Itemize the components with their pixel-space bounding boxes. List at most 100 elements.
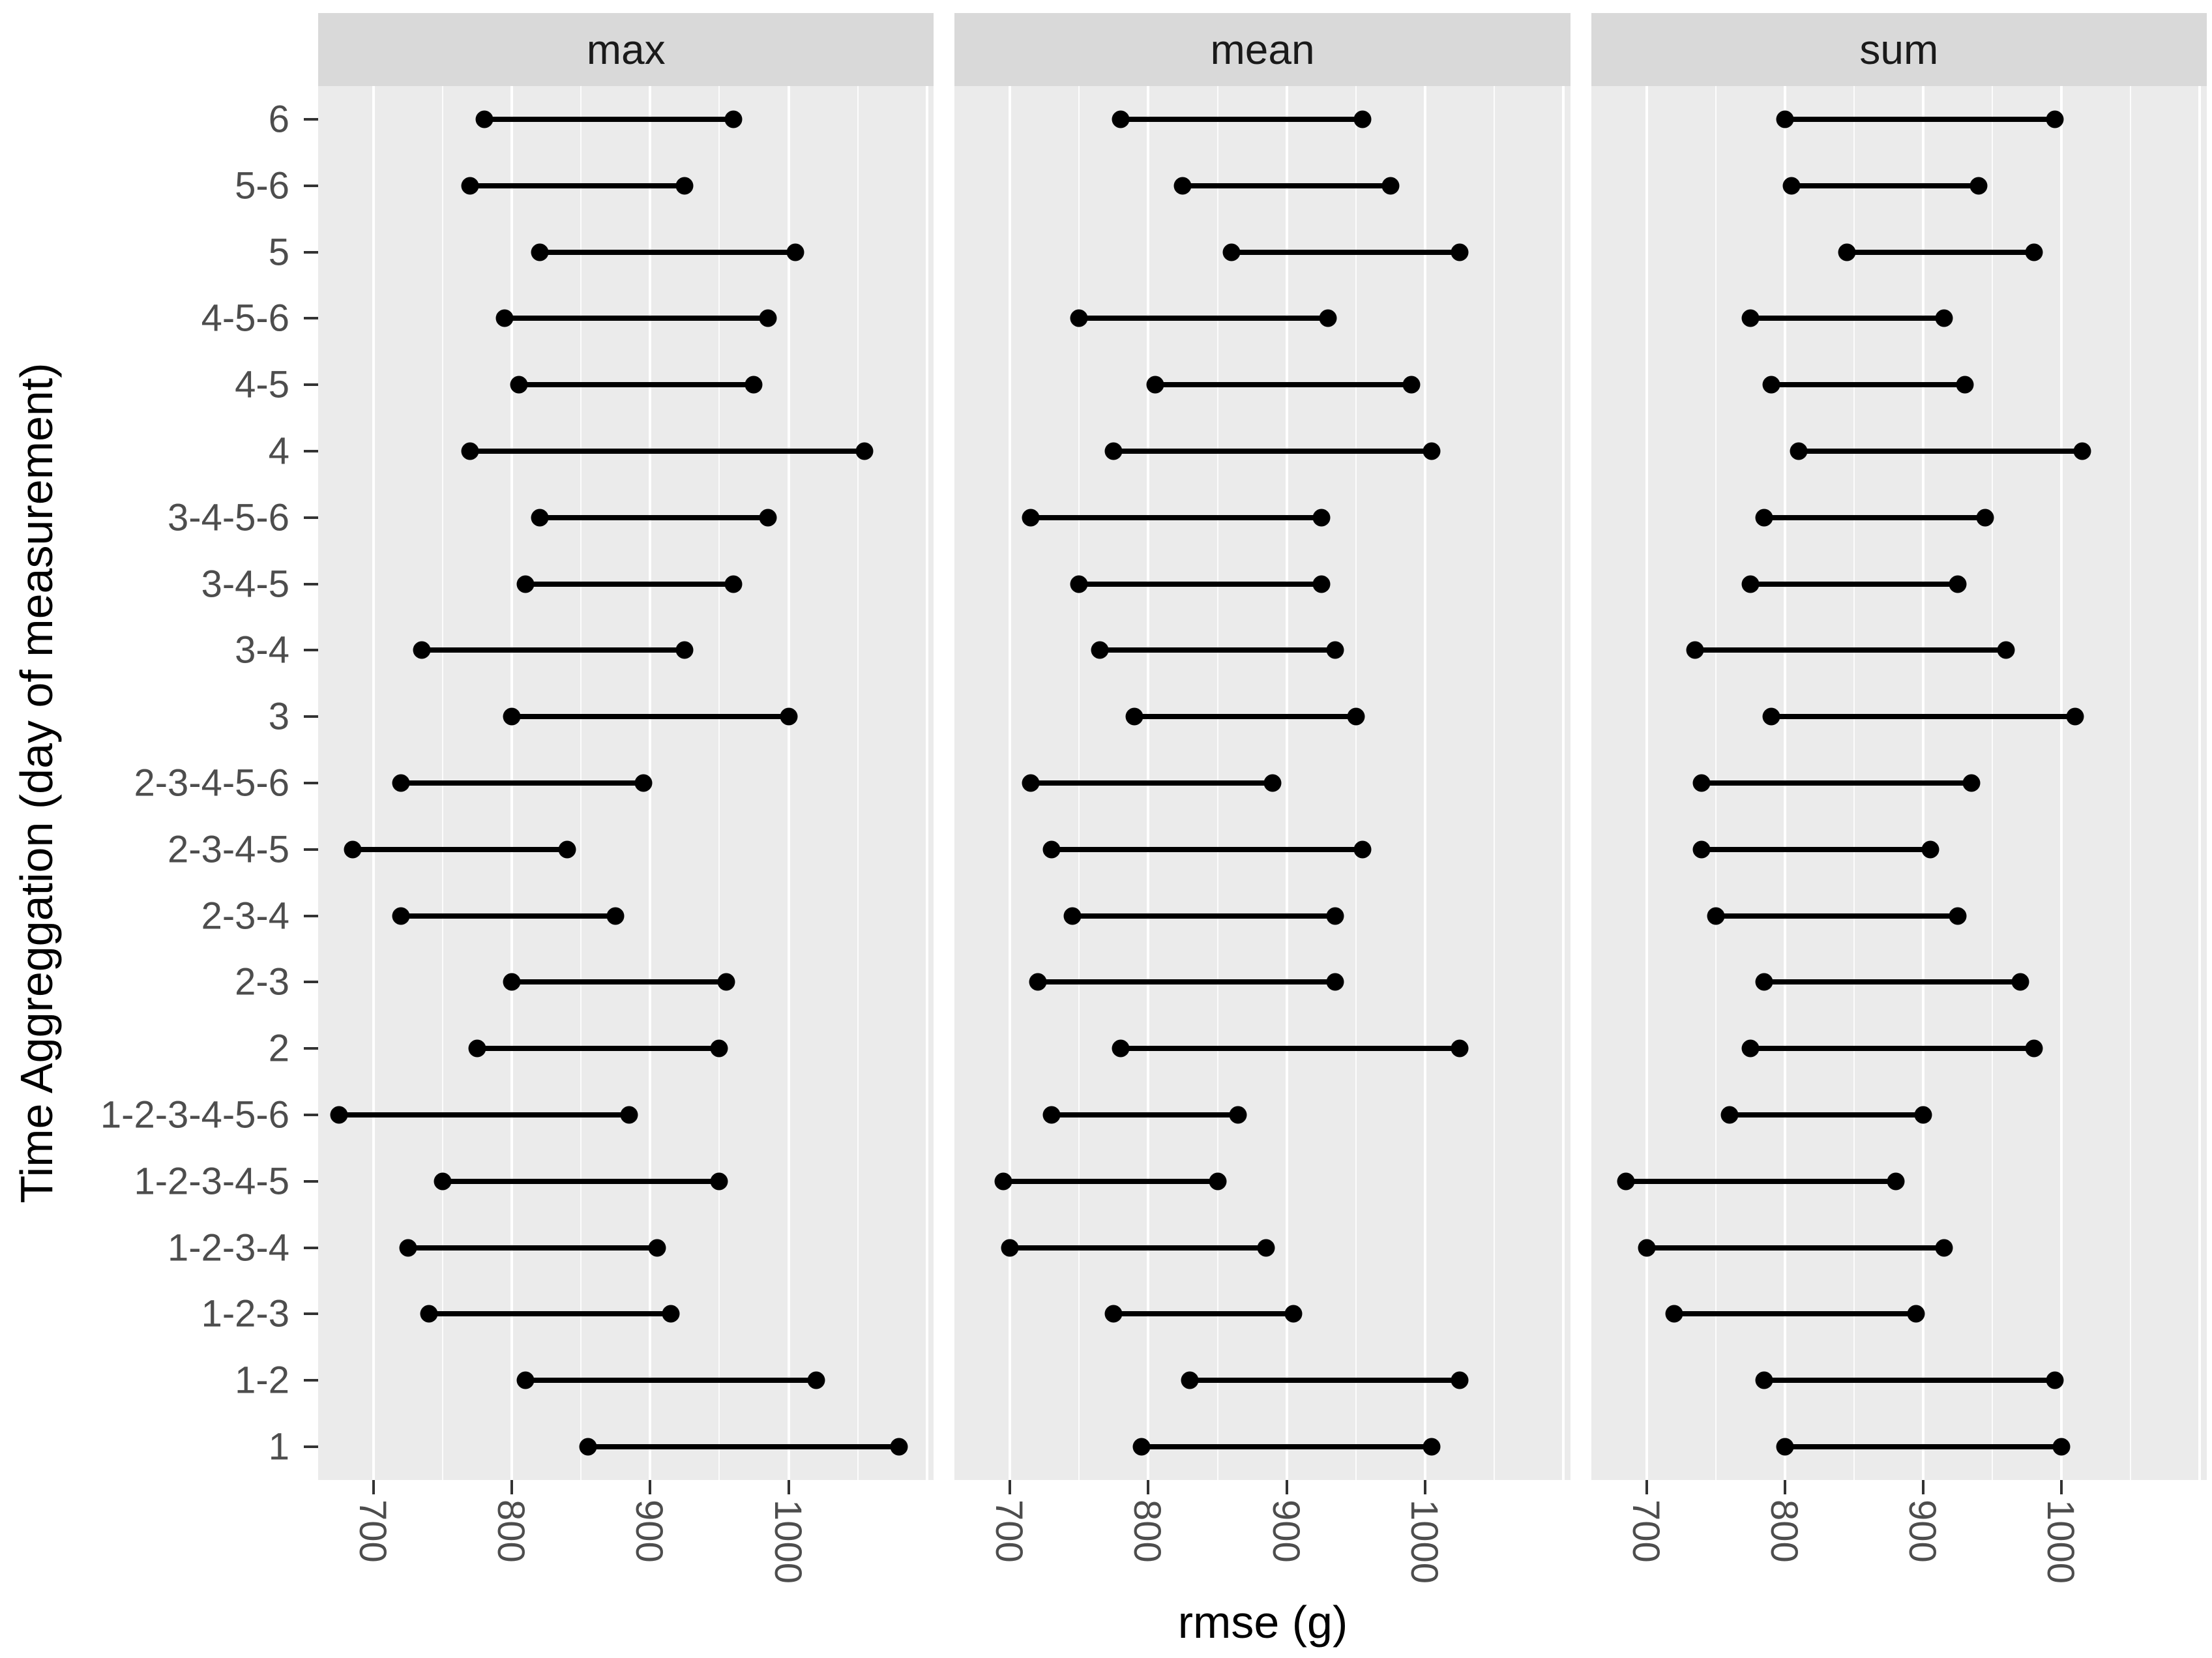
x-tick-label-mean-700: 700 xyxy=(988,1500,1031,1563)
high-dot-max-1-2-3-4-5 xyxy=(710,1172,728,1191)
gridline-major-1000 xyxy=(787,86,790,1480)
range-segment-mean-4-5-6 xyxy=(1079,316,1329,321)
plot-panel-sum xyxy=(1591,86,2207,1480)
low-dot-sum-1-2-3-4-5 xyxy=(1617,1172,1635,1191)
low-dot-mean-5-6 xyxy=(1173,177,1192,195)
gridline-major-700 xyxy=(1645,86,1648,1480)
low-dot-max-2-3-4-5 xyxy=(344,840,362,859)
range-segment-max-1-2-3-4 xyxy=(407,1245,657,1251)
low-dot-mean-1-2-3-4-5 xyxy=(994,1172,1012,1191)
low-dot-mean-2 xyxy=(1112,1039,1130,1058)
low-dot-sum-2-3-4-5-6 xyxy=(1692,774,1711,792)
high-dot-sum-5-6 xyxy=(1969,177,1988,195)
low-dot-sum-4-5-6 xyxy=(1741,309,1760,327)
low-dot-max-6 xyxy=(475,110,494,128)
range-segment-mean-5 xyxy=(1231,249,1460,255)
y-tick-mark-2-3-4 xyxy=(304,914,318,917)
high-dot-mean-6 xyxy=(1353,110,1372,128)
high-dot-sum-3-4-5-6 xyxy=(1976,509,1994,527)
range-segment-sum-4-5 xyxy=(1771,382,1965,388)
range-segment-max-3-4 xyxy=(422,647,685,653)
x-tick-mark-sum-900 xyxy=(1921,1480,1924,1494)
y-tick-label-4-5-6: 4-5-6 xyxy=(201,297,289,340)
x-tick-label-max-800: 800 xyxy=(490,1500,533,1563)
low-dot-mean-6 xyxy=(1112,110,1130,128)
y-tick-label-2-3-4-5: 2-3-4-5 xyxy=(168,828,289,871)
facet-strip-mean: mean xyxy=(954,13,1571,86)
range-segment-sum-1-2-3-4-5-6 xyxy=(1729,1112,1923,1118)
low-dot-max-4 xyxy=(461,442,479,460)
range-segment-sum-3-4-5-6 xyxy=(1763,514,1986,520)
range-segment-max-1-2-3 xyxy=(428,1311,671,1317)
gridline-major-700 xyxy=(372,86,375,1480)
x-tick-label-sum-700: 700 xyxy=(1624,1500,1667,1563)
facet-strip-max: max xyxy=(318,13,934,86)
high-dot-mean-3-4 xyxy=(1326,641,1344,659)
range-segment-max-3-4-5-6 xyxy=(539,514,768,520)
range-segment-sum-2-3-4 xyxy=(1715,913,1958,919)
y-tick-label-1: 1 xyxy=(268,1425,289,1468)
high-dot-sum-1-2-3 xyxy=(1907,1305,1925,1323)
gridline-major-1100 xyxy=(925,86,928,1480)
range-segment-sum-3-4 xyxy=(1694,647,2007,653)
y-tick-mark-3-4 xyxy=(304,649,318,652)
low-dot-sum-3-4-5 xyxy=(1741,575,1760,593)
gridline-minor-1050 xyxy=(1493,86,1495,1480)
range-segment-mean-1-2 xyxy=(1190,1378,1460,1384)
low-dot-max-1-2 xyxy=(516,1371,535,1389)
low-dot-sum-2-3-4 xyxy=(1707,907,1725,925)
gridline-major-1000 xyxy=(1423,86,1426,1480)
x-tick-mark-sum-700 xyxy=(1645,1480,1648,1494)
low-dot-mean-1 xyxy=(1132,1438,1151,1456)
range-segment-mean-1 xyxy=(1141,1444,1432,1450)
range-segment-mean-4 xyxy=(1113,448,1432,454)
high-dot-max-3 xyxy=(780,707,797,726)
y-tick-mark-5-6 xyxy=(304,184,318,187)
low-dot-sum-3-4 xyxy=(1686,641,1704,659)
range-segment-max-4-5-6 xyxy=(505,316,768,321)
y-tick-label-2: 2 xyxy=(268,1027,289,1070)
gridline-minor-950 xyxy=(1355,86,1357,1480)
low-dot-max-4-5-6 xyxy=(495,309,514,327)
low-dot-max-2-3 xyxy=(503,973,521,991)
low-dot-max-3 xyxy=(503,707,521,726)
low-dot-sum-4 xyxy=(1790,442,1808,460)
y-tick-label-3-4-5-6: 3-4-5-6 xyxy=(168,496,289,539)
high-dot-mean-2 xyxy=(1451,1039,1469,1058)
high-dot-max-4-5-6 xyxy=(759,309,777,327)
low-dot-mean-4-5-6 xyxy=(1070,309,1088,327)
high-dot-sum-3-4-5 xyxy=(1949,575,1967,593)
high-dot-mean-2-3 xyxy=(1326,973,1344,991)
y-tick-mark-2-3-4-5 xyxy=(304,848,318,851)
high-dot-max-1-2 xyxy=(807,1371,825,1389)
y-tick-mark-6 xyxy=(304,117,318,121)
range-segment-sum-2-3-4-5 xyxy=(1702,846,1930,852)
high-dot-max-4-5 xyxy=(745,376,763,394)
high-dot-mean-1-2-3-4 xyxy=(1257,1239,1275,1257)
high-dot-max-2-3 xyxy=(717,973,735,991)
low-dot-mean-3 xyxy=(1125,707,1143,726)
range-segment-max-2 xyxy=(477,1046,720,1052)
gridline-major-1100 xyxy=(1562,86,1565,1480)
range-segment-max-3 xyxy=(512,714,789,720)
high-dot-max-2-3-4-5 xyxy=(558,840,576,859)
y-tick-mark-1 xyxy=(304,1445,318,1449)
y-tick-label-5-6: 5-6 xyxy=(235,164,289,207)
range-segment-sum-2-3 xyxy=(1763,979,2020,985)
range-segment-mean-2-3-4-5-6 xyxy=(1031,780,1273,786)
low-dot-max-2-3-4-5-6 xyxy=(392,774,410,792)
range-segment-sum-1-2-3-4-5 xyxy=(1625,1178,1896,1184)
range-segment-max-1-2-3-4-5-6 xyxy=(338,1112,630,1118)
low-dot-max-1-2-3-4 xyxy=(399,1239,417,1257)
range-segment-max-1 xyxy=(587,1444,900,1450)
high-dot-mean-1 xyxy=(1423,1438,1441,1456)
high-dot-mean-4-5-6 xyxy=(1319,309,1337,327)
range-segment-sum-5-6 xyxy=(1792,183,1979,188)
low-dot-sum-2-3 xyxy=(1755,973,1773,991)
facet-strip-label-mean: mean xyxy=(1210,26,1315,73)
y-tick-mark-3-4-5-6 xyxy=(304,516,318,519)
high-dot-sum-4-5-6 xyxy=(1935,309,1953,327)
high-dot-max-1-2-3-4 xyxy=(648,1239,666,1257)
facet-max: max 700 800 900 1000 xyxy=(318,13,934,1636)
